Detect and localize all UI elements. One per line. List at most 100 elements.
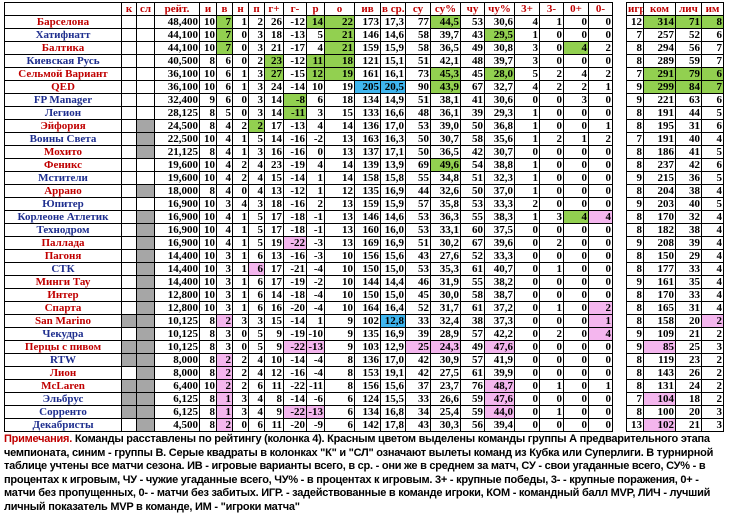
gap-cell [612,223,627,237]
cell: 8 [626,249,644,263]
cell: 20 [675,405,702,419]
cell: 44,5 [430,15,461,29]
cell: 14,400 [154,249,200,263]
team-name: RTW [4,353,122,367]
cell: 8 [626,158,644,172]
cell: 61 [460,366,485,380]
cell: 10 [199,301,217,315]
cell: 10 [199,236,217,250]
cell: 1 [514,158,540,172]
gap-cell [612,405,627,419]
cell: -4 [306,262,325,276]
cup-status [121,379,137,393]
team-name: QED [4,80,122,94]
cell: 36,3 [430,210,461,224]
cell: 8 [199,145,217,159]
cell: -22 [283,405,307,419]
cell: 15 [324,106,355,120]
cell: 0 [563,223,589,237]
cell: -20 [283,301,307,315]
cell: 0 [563,288,589,302]
cell: 24 [264,80,284,94]
cell: 14 [324,171,355,185]
cell: 13 [324,210,355,224]
cell: 102 [354,314,381,328]
cell: 52 [460,249,485,263]
cell: 39 [405,327,431,341]
league-status [136,80,155,94]
cell: 17 [264,119,284,133]
cell: -16 [283,249,307,263]
cell: 17,0 [380,353,406,367]
header-cell: 3- [539,2,564,16]
cell: 1 [232,80,249,94]
cell: 8 [199,366,217,380]
cell: 1 [232,223,249,237]
team-name: Эйфория [4,119,122,133]
cell: 47,6 [484,392,515,406]
cell: 55 [460,210,485,224]
cell: 59 [675,54,702,68]
cell: 55 [405,171,431,185]
cell: 13,9 [380,158,406,172]
cell: 41 [460,93,485,107]
cell: 6 [216,80,233,94]
cell: 0 [588,158,613,172]
league-status [136,314,155,328]
cell: 5 [248,132,265,146]
cell: 37,5 [484,223,515,237]
header-cell: р [306,2,325,16]
cell: 2 [248,54,265,68]
cell: 15,5 [380,392,406,406]
cell: -14 [283,171,307,185]
header-cell: су [405,2,431,16]
header-cell: игр. [626,2,644,16]
cell: 2 [539,80,564,94]
cell: 0 [514,392,540,406]
header-cell: к [121,2,137,16]
cell: 4 [248,171,265,185]
league-status [136,223,155,237]
cell: 0 [539,145,564,159]
cell: 14,6 [380,210,406,224]
team-name: Паллада [4,236,122,250]
cell: 17,1 [380,145,406,159]
cell: 2 [216,379,233,393]
team-row: Паллада 16,900 10 4 1 5 19 -22 -3 13 169 16,9 51 30,2… [4,236,724,250]
cell: 1 [232,15,249,29]
cell: 161 [354,67,381,81]
header-cell [4,2,122,16]
cell: 4 [701,301,724,315]
cell: 8 [324,379,355,393]
cell: 4 [701,275,724,289]
cell: 146 [354,210,381,224]
cell: -4 [306,366,325,380]
cell: 2 [539,67,564,81]
team-row: QED 36,100 10 6 1 3 24 -14 10 19 205 20,5 90 43,9 67 32… [4,80,724,94]
cell: 14,9 [380,93,406,107]
team-row: Лион 8,000 8 2 2 4 12 -16 -4 8 153 19,1 42 27,5 61 39,9… [4,366,724,380]
cell: 1 [306,184,325,198]
cell: 36,8 [484,119,515,133]
cell: 60 [460,223,485,237]
cell: 4 [514,15,540,29]
cell: 16,900 [154,223,200,237]
cell: 4 [701,236,724,250]
cell: 35 [675,275,702,289]
cell: 3 [248,197,265,211]
cell: 1 [232,132,249,146]
cell: 48 [405,106,431,120]
cell: 34 [405,405,431,419]
gap-cell [612,2,627,16]
team-row: Сельмой Вариант 36,100 10 6 1 3 27 -15 12 19 161 16… [4,67,724,81]
cell: 0 [514,327,540,341]
cell: 77 [405,15,431,29]
cell: 8 [199,106,217,120]
cell: -16 [283,197,307,211]
cell: 16 [264,145,284,159]
cell: 31 [675,119,702,133]
cell: 35,6 [484,132,515,146]
header-cell: в ср. [380,2,406,16]
gap-cell [612,93,627,107]
cell: 57 [460,353,485,367]
